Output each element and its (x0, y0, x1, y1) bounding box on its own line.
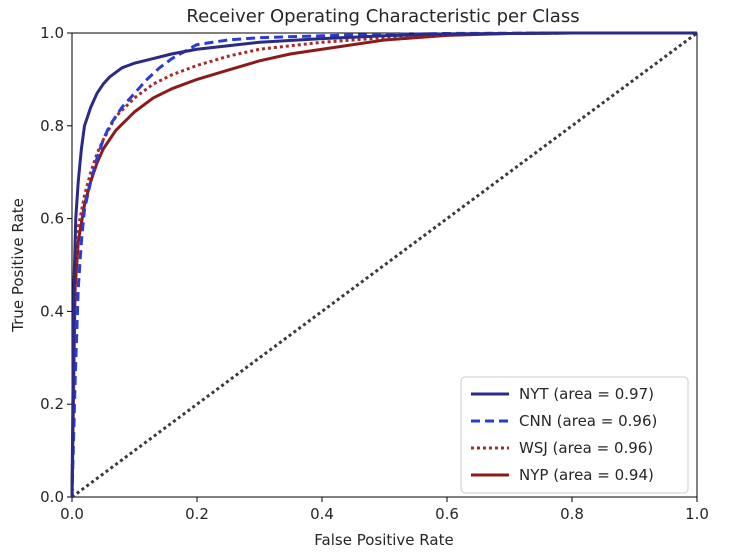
legend: NYT (area = 0.97) CNN (area = 0.96) WSJ (a… (460, 376, 689, 494)
series-line-cnn (70, 31, 697, 498)
x-tick-label: 0.2 (185, 505, 209, 523)
x-tick-label: 0.4 (310, 505, 334, 523)
legend-label-nyt: NYT (area = 0.97) (519, 385, 654, 403)
y-tick-label: 0.6 (40, 210, 64, 228)
y-tick-label: 0.8 (40, 117, 64, 135)
x-tick-label: 1.0 (685, 505, 709, 523)
y-tick-label: 0.0 (40, 488, 64, 506)
y-tick-label: 0.2 (40, 395, 64, 413)
x-axis-label: False Positive Rate (314, 531, 453, 549)
x-tick-label: 0.0 (60, 505, 84, 523)
series-line-nyt (70, 31, 697, 498)
x-tick-label: 0.8 (560, 505, 584, 523)
legend-label-wsj: WSJ (area = 0.96) (519, 439, 653, 457)
legend-label-cnn: CNN (area = 0.96) (519, 412, 657, 430)
legend-label-nyp: NYP (area = 0.94) (519, 466, 654, 484)
legend-box (460, 376, 689, 494)
series-lines (70, 31, 698, 499)
chart-title: Receiver Operating Characteristic per Cl… (186, 6, 579, 27)
y-axis-label: True Positive Rate (9, 198, 27, 333)
y-tick-label: 1.0 (40, 24, 64, 42)
x-tick-label: 0.6 (435, 505, 459, 523)
chance-diagonal-line (71, 31, 698, 499)
y-tick-label: 0.4 (40, 302, 64, 320)
axis-ticks: 0.0 0.2 0.4 0.6 0.8 1.0 0.0 0.2 0.4 0.6 0.8 1.0 (40, 24, 709, 523)
